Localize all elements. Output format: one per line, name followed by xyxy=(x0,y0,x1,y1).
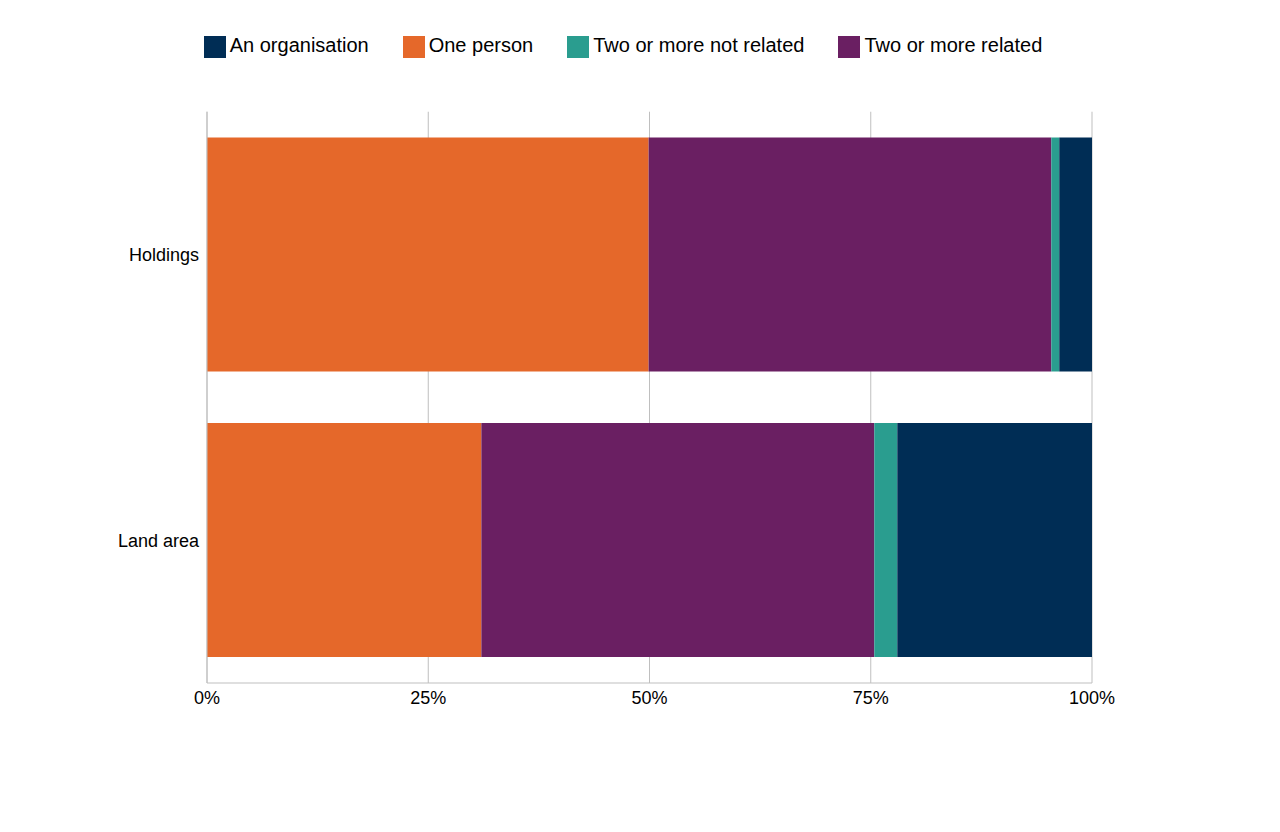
svg-text:50%: 50% xyxy=(631,688,667,708)
svg-text:Land area: Land area xyxy=(118,531,200,551)
html-text:Two or more not related: Two or more not related xyxy=(593,34,805,56)
svg-text:0%: 0% xyxy=(194,688,220,708)
svg-text:25%: 25% xyxy=(410,688,446,708)
html-text:One person: One person xyxy=(428,34,534,56)
svg-text:75%: 75% xyxy=(853,688,889,708)
svg-text:100%: 100% xyxy=(1069,688,1115,708)
html-text:Two or more related: Two or more related xyxy=(864,34,1043,56)
svg-text:Holdings: Holdings xyxy=(129,245,199,265)
html-text:An organisation: An organisation xyxy=(229,34,369,56)
